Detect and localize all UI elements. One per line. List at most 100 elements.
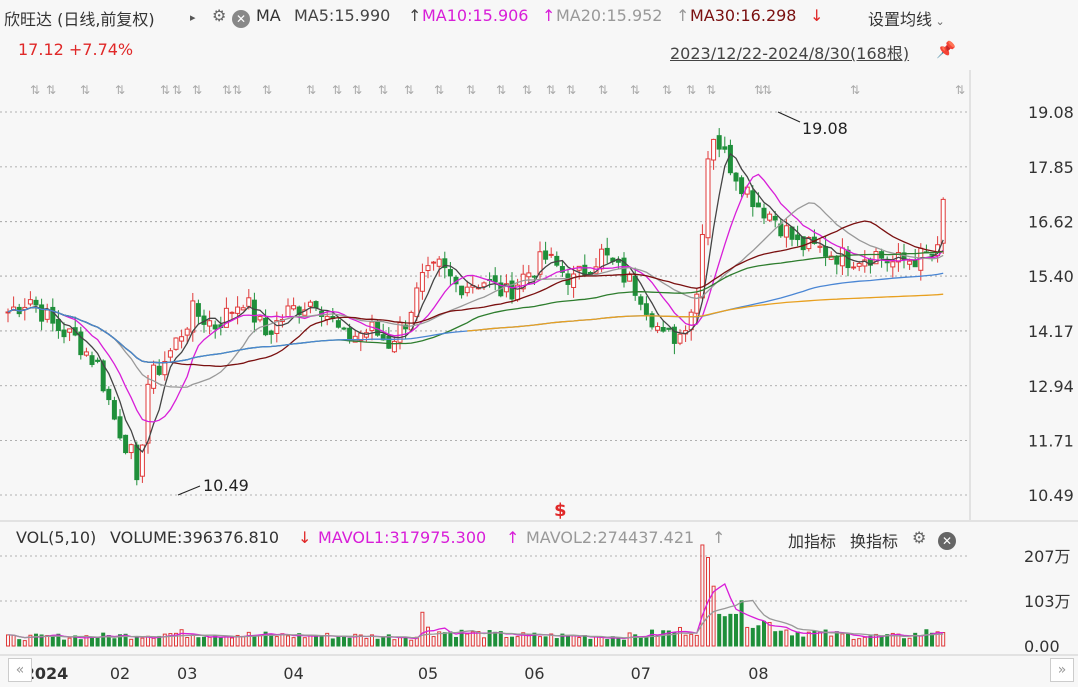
volume-bar [403, 637, 408, 647]
dividend-marker: $ [554, 500, 567, 521]
candle [341, 327, 347, 330]
volume-bar [297, 633, 302, 647]
candle [716, 135, 722, 150]
candle [772, 215, 778, 221]
gear-icon[interactable]: ⚙ [212, 6, 227, 25]
volume-bar [566, 635, 570, 647]
volume-bar [431, 636, 436, 647]
ma-settings-button[interactable]: 设置均线 ⌄ [868, 6, 945, 30]
volume-bar [381, 636, 386, 647]
volume-bar [465, 633, 470, 647]
candle [940, 198, 946, 244]
date-range-link[interactable]: 2023/12/22-2024/8/30(168根) [670, 44, 910, 63]
candle [195, 303, 201, 317]
gear-icon[interactable]: ⚙ [912, 528, 927, 547]
volume-bar [314, 635, 318, 647]
candle [537, 251, 543, 275]
ma20-line [7, 202, 944, 389]
volume-tick-label: 103万 [1024, 592, 1071, 611]
candle [5, 311, 11, 314]
volume-bar [795, 631, 800, 647]
candle [111, 400, 117, 420]
volume-bar [717, 613, 722, 647]
candle [526, 272, 532, 278]
volume-bar [902, 638, 906, 647]
volume-bar [325, 632, 330, 647]
volume-bar [907, 637, 912, 647]
volume-bar [644, 636, 649, 647]
candle [459, 285, 465, 296]
volume-bar [818, 631, 822, 647]
close-icon[interactable]: ✕ [232, 8, 250, 28]
candle [767, 213, 773, 221]
candle [559, 266, 565, 273]
x-tick-label: 03 [177, 664, 197, 683]
pin-icon[interactable]: 📌 [936, 40, 956, 59]
volume-bar [308, 634, 313, 647]
candle [106, 388, 112, 401]
volume-bar [510, 636, 514, 647]
candle [39, 304, 45, 322]
candle [162, 360, 168, 376]
volume-bar [840, 633, 845, 647]
volume-bar [347, 637, 352, 647]
close-icon[interactable]: ✕ [938, 530, 956, 550]
volume-bar [857, 638, 862, 647]
volume-bar [801, 636, 806, 647]
volume-bar [750, 627, 755, 647]
volume-bar [454, 636, 458, 647]
candle [442, 258, 448, 269]
volume-bar [739, 600, 744, 647]
volume-bar [22, 640, 27, 647]
candle [582, 264, 588, 276]
candle [666, 327, 672, 330]
add-indicator-button[interactable]: 加指标 [788, 532, 837, 551]
volume-bar [683, 634, 688, 647]
candle [307, 301, 313, 307]
low-annotation: 10.49 [177, 476, 249, 496]
event-marker-icon: ⇅ [598, 83, 608, 97]
volume-bar [666, 630, 671, 647]
candle [711, 138, 717, 161]
event-marker-icon: ⇅ [80, 83, 90, 97]
event-marker-icon: ⇅ [306, 83, 316, 97]
volume-bar [426, 626, 430, 647]
switch-indicator-button[interactable]: 换指标 [850, 532, 899, 551]
candle [380, 334, 386, 341]
scroll-right-button[interactable]: » [1050, 658, 1074, 682]
ma60-line [7, 250, 944, 364]
volume-bar [599, 636, 604, 647]
volume-bar [543, 636, 548, 647]
candle [296, 306, 302, 316]
candle [655, 326, 661, 331]
volume-bar [678, 626, 682, 647]
x-tick-label: 04 [283, 664, 303, 683]
ma10-value: MA10:15.906 [422, 6, 529, 25]
candle [795, 234, 801, 241]
volume-bar [633, 634, 638, 647]
mavol1-line [7, 583, 944, 640]
volume-bar [493, 631, 498, 647]
volume-bar [778, 630, 783, 647]
scroll-left-button[interactable]: « [8, 658, 32, 682]
volume-bar [162, 633, 167, 647]
candle [839, 247, 845, 267]
volume-bar [694, 634, 699, 647]
volume-bar [482, 637, 486, 647]
ma10-arrow-icon: ↑ [542, 6, 556, 25]
volume-bar [672, 632, 677, 647]
candle [856, 262, 862, 267]
candle [223, 307, 229, 328]
candle [313, 301, 319, 309]
volume-bar [622, 639, 626, 647]
candle [291, 305, 297, 310]
ma5-value: MA5:15.990 [294, 6, 391, 25]
candle [649, 313, 655, 328]
volume-bar [470, 631, 475, 647]
ma30-value: MA30:16.298 [690, 6, 797, 25]
candle [89, 355, 95, 365]
expand-arrow-icon[interactable]: ▸ [190, 11, 196, 24]
volume-bar [582, 635, 587, 647]
volume-bar [375, 638, 380, 647]
